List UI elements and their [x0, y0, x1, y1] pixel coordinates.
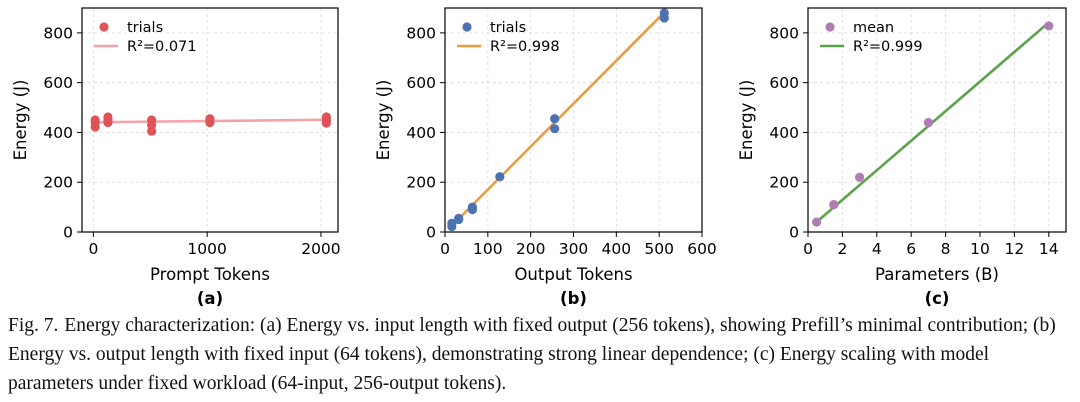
y-tick-label: 200: [406, 174, 436, 192]
y-tick-label: 600: [43, 74, 73, 92]
x-tick-label: 100: [473, 240, 503, 258]
data-point: [1044, 21, 1054, 31]
data-point: [923, 117, 934, 128]
axes-frame: [807, 7, 1067, 233]
x-tick-label: 2: [837, 240, 847, 258]
panel-label: (b): [560, 289, 587, 308]
y-tick-label: 800: [406, 24, 436, 42]
data-point: [659, 13, 669, 23]
y-tick-label: 600: [406, 74, 436, 92]
figure-caption: Fig. 7. Energy characterization: (a) Ener…: [8, 311, 1076, 398]
legend-label-fit: R²=0.071: [127, 39, 197, 55]
x-tick-label: 400: [602, 240, 632, 258]
data-point: [495, 172, 505, 182]
x-tick-label: 500: [644, 240, 674, 258]
data-point: [447, 221, 457, 232]
x-tick-label: 12: [1005, 240, 1025, 258]
data-point: [454, 214, 464, 225]
legend-marker: [462, 22, 472, 32]
y-tick-label: 800: [769, 24, 799, 42]
axes-frame: [444, 7, 703, 233]
x-tick-label: 0: [803, 240, 813, 258]
data-point: [147, 126, 157, 136]
x-tick-label: 10: [970, 240, 990, 258]
y-tick-label: 400: [406, 124, 436, 142]
x-tick-label: 2000: [301, 240, 340, 258]
x-tick-label: 0: [88, 240, 98, 258]
data-point: [467, 205, 478, 215]
legend-label-points: trials: [127, 20, 163, 36]
legend-label-fit: R²=0.999: [853, 39, 923, 55]
data-point: [812, 217, 822, 227]
legend-marker: [99, 22, 109, 32]
x-axis-label: Parameters (B): [875, 265, 999, 284]
chart-panel-2: 0 100 200 300 400 500 600 0 200 400 600 800 Output T…: [374, 7, 717, 308]
x-tick-label: 1000: [187, 240, 226, 258]
axes-frame: [81, 7, 339, 233]
legend-label-points: mean: [853, 20, 894, 36]
x-tick-label: 0: [440, 240, 450, 258]
chart-panel-1: 0 1000 2000 0 200 400 600 800 Prompt Tokens Energ…: [11, 7, 341, 308]
y-tick-label: 0: [426, 224, 436, 242]
x-axis-label: Output Tokens: [514, 265, 632, 284]
y-tick-label: 200: [769, 174, 799, 192]
legend-label-fit: R²=0.998: [490, 39, 560, 55]
panel-label: (c): [925, 289, 950, 308]
y-axis-label: Energy (J): [11, 80, 30, 161]
y-axis-label: Energy (J): [737, 80, 756, 161]
y-axis-label: Energy (J): [374, 80, 393, 161]
data-point: [103, 117, 113, 128]
y-tick-label: 800: [43, 24, 73, 42]
x-tick-label: 300: [559, 240, 589, 258]
legend-marker: [825, 22, 835, 32]
data-point: [550, 114, 560, 124]
x-tick-label: 6: [906, 240, 916, 258]
panel-label: (a): [197, 289, 223, 308]
y-tick-label: 0: [789, 224, 799, 242]
caption-text: Energy characterization: (a) Energy vs. …: [8, 315, 1056, 394]
data-point: [829, 200, 839, 210]
y-tick-label: 200: [43, 174, 73, 192]
data-point: [550, 124, 560, 134]
x-axis-label: Prompt Tokens: [150, 265, 270, 284]
caption-figure-number: Fig. 7.: [8, 315, 59, 336]
x-tick-label: 14: [1039, 240, 1059, 258]
y-tick-label: 400: [769, 124, 799, 142]
x-tick-label: 600: [687, 240, 717, 258]
data-point: [90, 122, 100, 132]
data-point: [855, 172, 865, 182]
y-tick-label: 600: [769, 74, 799, 92]
x-tick-label: 8: [941, 240, 951, 258]
data-point: [321, 118, 331, 128]
chart-panel-3: 0 2 4 6 8 10 12 14 0 200 400 600 800 Parameters (B) En…: [737, 7, 1067, 308]
x-tick-label: 200: [516, 240, 546, 258]
data-point: [205, 117, 215, 128]
y-tick-label: 400: [43, 124, 73, 142]
y-tick-label: 0: [63, 224, 73, 242]
x-tick-label: 4: [872, 240, 882, 258]
legend-label-points: trials: [490, 20, 526, 36]
